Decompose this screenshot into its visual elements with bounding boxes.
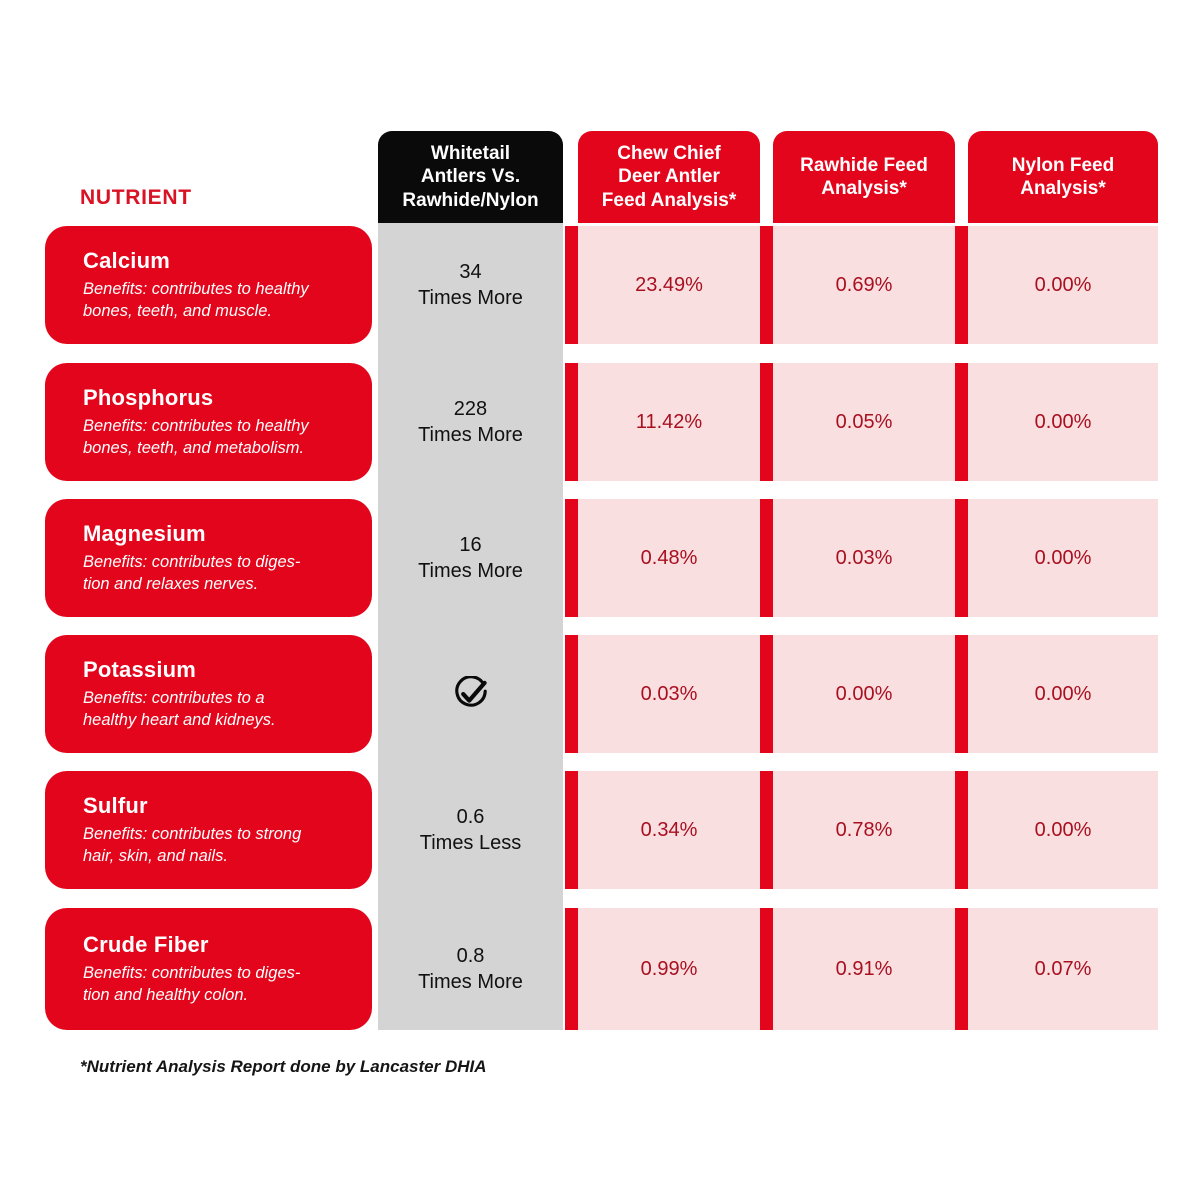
- nutrient-name: Calcium: [83, 248, 170, 274]
- chew-chief-cell: 11.42%: [578, 363, 760, 481]
- comparison-cell: 228 Times More: [378, 363, 563, 481]
- nutrient-benefit: Benefits: contributes to a healthy heart…: [83, 689, 276, 729]
- nylon-cell: 0.07%: [968, 908, 1158, 1030]
- nutrient-card: Phosphorus Benefits: contributes to healt…: [45, 363, 372, 481]
- comparison-cell: 34 Times More: [378, 226, 563, 344]
- header-rawhide-line2: Analysis*: [821, 178, 907, 199]
- header-nylon: Nylon Feed Analysis*: [968, 131, 1158, 223]
- chew-chief-cell: 0.48%: [578, 499, 760, 617]
- nutrient-column-header: NUTRIENT: [80, 186, 192, 209]
- nylon-cell: 0.00%: [968, 363, 1158, 481]
- nylon-cell: 0.00%: [968, 226, 1158, 344]
- header-chew-chief: Chew Chief Deer Antler Feed Analysis*: [578, 131, 760, 223]
- header-nylon-line2: Analysis*: [1020, 178, 1106, 199]
- column-divider: [955, 635, 968, 753]
- table-row: Sulfur Benefits: contributes to strong ha…: [0, 771, 1200, 889]
- comparison-value: 0.8 Times More: [418, 945, 523, 993]
- column-divider: [565, 771, 578, 889]
- header-nylon-line1: Nylon Feed: [1011, 154, 1115, 176]
- header-chew-chief-line1: Chew Chief: [617, 142, 721, 164]
- comparison-value: 0.6 Times Less: [419, 806, 522, 854]
- comparison-cell: 0.8 Times More: [378, 908, 563, 1030]
- header-chew-chief-line3: Feed Analysis*: [601, 189, 737, 211]
- column-divider: [760, 908, 773, 1030]
- column-divider: [955, 226, 968, 344]
- column-divider: [760, 635, 773, 753]
- column-divider: [955, 499, 968, 617]
- rawhide-cell: 0.69%: [773, 226, 955, 344]
- comparison-cell: 16 Times More: [378, 499, 563, 617]
- chew-chief-cell: 0.03%: [578, 635, 760, 753]
- rawhide-cell: 0.00%: [773, 635, 955, 753]
- column-divider: [760, 226, 773, 344]
- comparison-value: 228 Times More: [418, 398, 523, 446]
- nutrient-benefit: Benefits: contributes to healthy bones, …: [83, 280, 309, 320]
- nutrient-card: Magnesium Benefits: contributes to diges-…: [45, 499, 372, 617]
- column-divider: [760, 363, 773, 481]
- nutrient-name: Crude Fiber: [83, 932, 209, 958]
- comparison-column-background: [378, 223, 563, 1030]
- comparison-cell: [378, 635, 563, 753]
- table-row: Potassium Benefits: contributes to a heal…: [0, 635, 1200, 753]
- column-divider: [955, 771, 968, 889]
- column-divider: [760, 771, 773, 889]
- check-circle-icon: [453, 676, 489, 712]
- comparison-value: 34 Times More: [418, 261, 523, 309]
- column-divider: [955, 908, 968, 1030]
- nylon-cell: 0.00%: [968, 771, 1158, 889]
- rawhide-cell: 0.91%: [773, 908, 955, 1030]
- nutrient-name: Magnesium: [83, 521, 206, 547]
- column-divider: [955, 363, 968, 481]
- chew-chief-cell: 23.49%: [578, 226, 760, 344]
- table-row: Crude Fiber Benefits: contributes to dige…: [0, 908, 1200, 1030]
- nutrient-card: Potassium Benefits: contributes to a heal…: [45, 635, 372, 753]
- nutrient-benefit: Benefits: contributes to strong hair, sk…: [83, 825, 302, 865]
- table-row: Calcium Benefits: contributes to healthy …: [0, 226, 1200, 344]
- table-row: Phosphorus Benefits: contributes to healt…: [0, 363, 1200, 481]
- column-divider: [565, 363, 578, 481]
- nutrient-benefit: Benefits: contributes to healthy bones, …: [83, 417, 309, 457]
- chew-chief-cell: 0.99%: [578, 908, 760, 1030]
- chew-chief-cell: 0.34%: [578, 771, 760, 889]
- header-rawhide: Rawhide Feed Analysis*: [773, 131, 955, 223]
- header-comparison-line1: Whitetail: [430, 142, 511, 164]
- header-chew-chief-line2: Deer Antler: [618, 166, 720, 188]
- nutrient-card: Calcium Benefits: contributes to healthy …: [45, 226, 372, 344]
- header-comparison: Whitetail Antlers Vs. Rawhide/Nylon: [378, 131, 563, 223]
- comparison-value: 16 Times More: [418, 534, 523, 582]
- nutrient-name: Potassium: [83, 657, 197, 683]
- nylon-cell: 0.00%: [968, 499, 1158, 617]
- header-rawhide-line1: Rawhide Feed: [800, 154, 928, 176]
- table-row: Magnesium Benefits: contributes to diges-…: [0, 499, 1200, 617]
- header-comparison-line3: Rawhide/Nylon: [402, 189, 539, 211]
- rawhide-cell: 0.05%: [773, 363, 955, 481]
- column-divider: [565, 226, 578, 344]
- rawhide-cell: 0.78%: [773, 771, 955, 889]
- nutrient-benefit: Benefits: contributes to diges- tion and…: [83, 553, 301, 593]
- column-divider: [565, 635, 578, 753]
- comparison-cell: 0.6 Times Less: [378, 771, 563, 889]
- nutrient-card: Crude Fiber Benefits: contributes to dige…: [45, 908, 372, 1030]
- column-divider: [760, 499, 773, 617]
- footnote: *Nutrient Analysis Report done by Lancas…: [80, 1057, 487, 1076]
- nutrient-card: Sulfur Benefits: contributes to strong ha…: [45, 771, 372, 889]
- nutrient-benefit: Benefits: contributes to diges- tion and…: [83, 964, 301, 1004]
- nylon-cell: 0.00%: [968, 635, 1158, 753]
- nutrient-name: Phosphorus: [83, 385, 214, 411]
- header-comparison-line2: Antlers Vs.: [420, 166, 521, 188]
- column-divider: [565, 908, 578, 1030]
- column-divider: [565, 499, 578, 617]
- nutrient-name: Sulfur: [83, 793, 148, 819]
- rawhide-cell: 0.03%: [773, 499, 955, 617]
